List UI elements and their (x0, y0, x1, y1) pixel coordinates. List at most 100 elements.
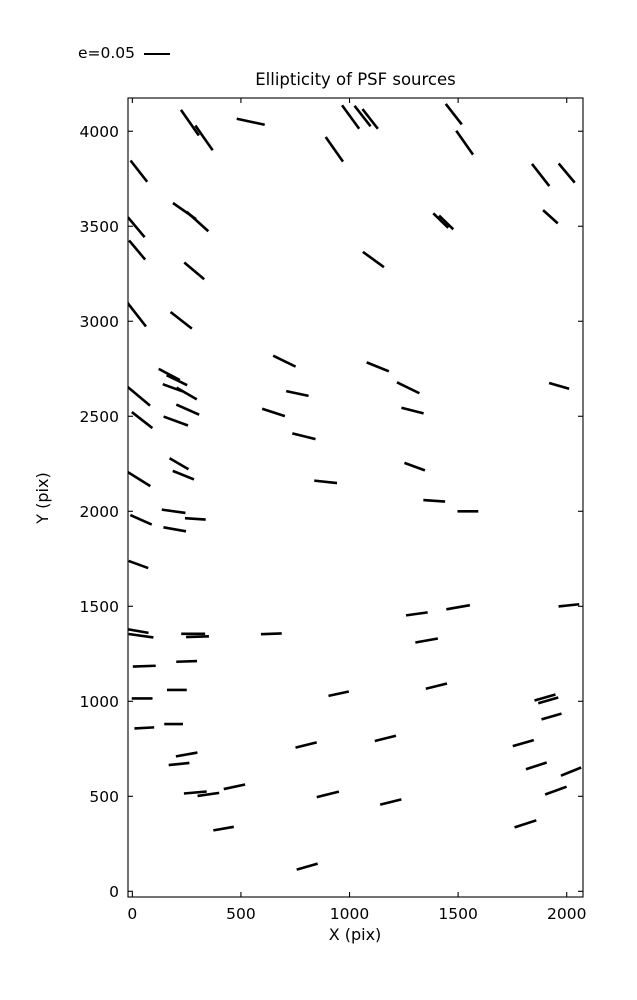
psf-whisker (324, 136, 345, 163)
psf-whisker (542, 209, 559, 225)
whisker-scale-legend: e=0.05 (78, 44, 171, 63)
psf-whisker (316, 790, 340, 799)
psf-whisker (438, 214, 455, 231)
whisker-data-group (128, 103, 582, 871)
psf-whisker (328, 690, 350, 698)
y-tick-label: 1500 (80, 598, 119, 616)
whiskers-clipped (128, 103, 582, 871)
y-tick-label: 3000 (80, 313, 119, 331)
psf-whisker (158, 367, 181, 382)
psf-whisker (128, 216, 146, 239)
psf-whisker (366, 361, 390, 373)
psf-whisker (163, 415, 189, 427)
psf-whisker (261, 407, 286, 418)
y-tick-label: 4000 (80, 123, 119, 141)
psf-whisker (128, 385, 151, 407)
psf-whisker (455, 129, 475, 156)
psf-whisker (557, 162, 576, 184)
psf-whisker (161, 508, 186, 515)
psf-whisker (169, 310, 193, 330)
psf-whisker (537, 696, 559, 705)
psf-whisker (132, 664, 156, 668)
psf-whisker (128, 559, 149, 570)
psf-whisker (534, 693, 556, 702)
psf-whisker (129, 513, 153, 526)
psf-whisker (396, 381, 420, 395)
psf-whisker (361, 108, 379, 130)
x-axis-label: X (pix) (329, 925, 382, 944)
psf-whisker (176, 659, 198, 664)
psf-whisker (512, 738, 535, 748)
psf-whisker (432, 212, 450, 229)
psf-whisker (514, 819, 537, 829)
psf-whisker (183, 790, 207, 795)
psf-whisker (128, 632, 154, 639)
x-tick-label: 2000 (547, 905, 586, 923)
axis-ticks-group: 0 500 1000 1500 2000 0 500 1000 1500 2000 2500 3000… (80, 98, 586, 923)
psf-whisker (548, 381, 570, 390)
psf-whisker (379, 798, 402, 806)
psf-whisker (374, 734, 397, 743)
psf-whisker (128, 627, 149, 635)
psf-whisker (401, 406, 424, 415)
psf-whisker (544, 785, 568, 796)
psf-whisker (131, 411, 154, 430)
psf-whisker (194, 124, 214, 152)
psf-whisker (184, 516, 206, 521)
y-tick-label: 0 (109, 883, 119, 901)
psf-whisker (260, 632, 282, 636)
psf-whisker (168, 457, 190, 471)
psf-whisker (186, 634, 209, 639)
y-tick-label: 500 (89, 788, 119, 806)
psf-whisker (175, 403, 200, 416)
psf-whisker (353, 105, 372, 128)
psf-whisker (295, 741, 318, 749)
psf-whisker (314, 479, 338, 485)
psf-whisker (541, 712, 562, 721)
horizontal-whisker-icon (144, 52, 171, 56)
y-tick-label: 3500 (80, 218, 119, 236)
x-tick-label: 1000 (330, 905, 369, 923)
x-tick-label: 500 (226, 905, 256, 923)
psf-whisker (128, 470, 152, 488)
psf-whisker (296, 862, 319, 871)
psf-whisker (415, 637, 439, 644)
psf-whisker (166, 373, 188, 387)
psf-whisker (444, 103, 463, 126)
psf-whisker (197, 791, 220, 798)
psf-whisker (129, 159, 149, 183)
psf-whisker (285, 389, 309, 398)
psf-whisker (172, 469, 195, 481)
y-tick-label: 2500 (80, 408, 119, 426)
psf-whisker (403, 461, 426, 472)
y-tick-label: 1000 (80, 693, 119, 711)
psf-whisker (175, 386, 198, 401)
psf-whisker (446, 603, 471, 611)
psf-whisker (168, 761, 190, 767)
psf-whisker (213, 825, 235, 832)
psf-whisker (183, 261, 206, 281)
page-title: Ellipticity of PSF sources (255, 70, 456, 89)
psf-whisker (425, 682, 448, 690)
psf-whisker (272, 354, 297, 368)
psf-whisker (128, 239, 147, 261)
legend-label: e=0.05 (78, 44, 136, 63)
psf-whisker (423, 498, 446, 503)
psf-whisker (179, 109, 200, 137)
psf-whisker (223, 783, 246, 791)
psf-whisker (525, 761, 548, 771)
psf-whisker (236, 117, 265, 126)
plot-frame (127, 97, 584, 898)
psf-whisker (405, 611, 428, 617)
psf-whisker (341, 104, 361, 130)
x-tick-label: 0 (127, 905, 137, 923)
psf-whisker (134, 726, 155, 730)
psf-whisker (530, 163, 551, 187)
psf-whisker (560, 766, 582, 777)
psf-whisker (362, 250, 385, 269)
psf-whisker (185, 210, 210, 233)
psf-whisker (558, 602, 580, 608)
y-tick-label: 2000 (80, 503, 119, 521)
psf-whisker (175, 751, 198, 758)
x-tick-label: 1500 (438, 905, 477, 923)
